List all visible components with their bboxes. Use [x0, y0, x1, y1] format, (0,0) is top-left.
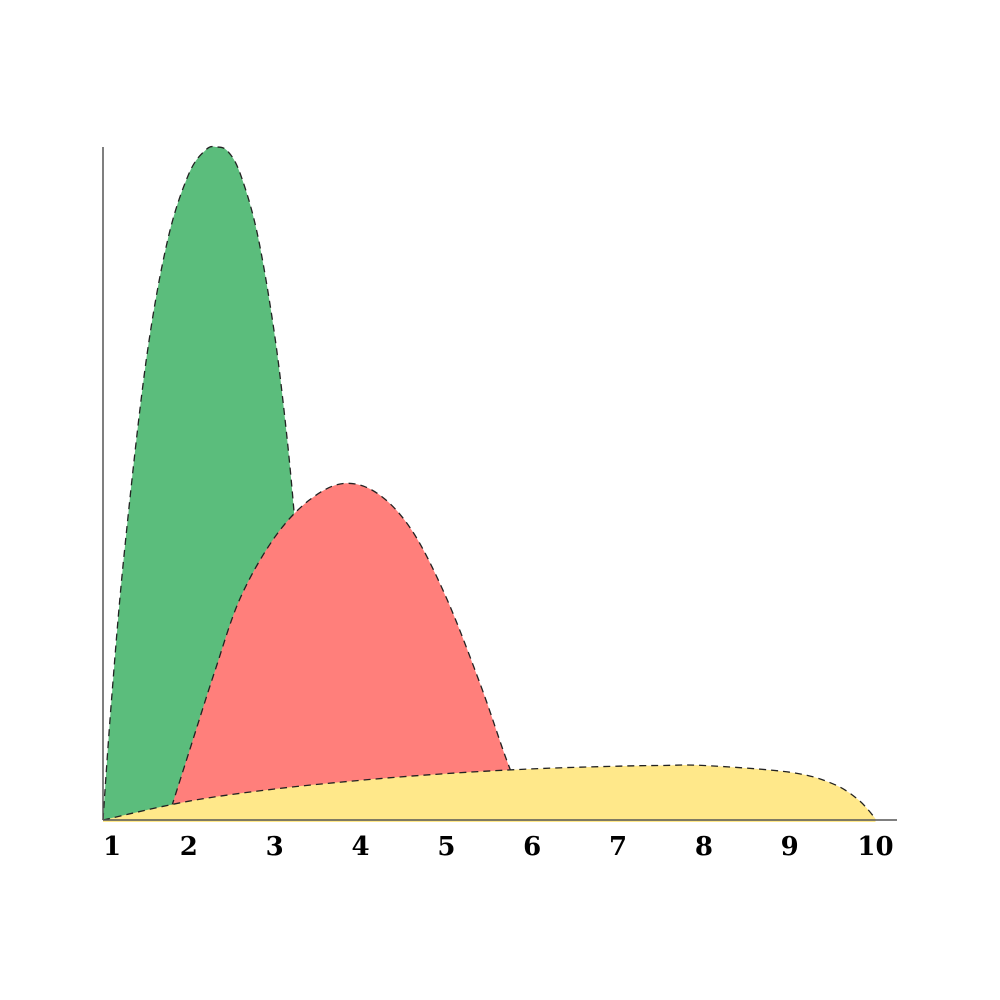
series-1-outline	[102, 145, 302, 821]
x-tick-label: 4	[351, 832, 369, 862]
x-tick-label: 6	[523, 832, 541, 862]
x-tick-label: 8	[695, 832, 713, 862]
x-tick-label: 9	[781, 832, 799, 862]
x-tick-label: 7	[609, 832, 627, 862]
series-3-area	[103, 764, 876, 822]
series-2-outline	[171, 482, 529, 814]
x-tick-label: 2	[180, 832, 198, 862]
x-tick-labels: 1 2 3 4 5 6 7 8 9 10	[103, 832, 894, 862]
series-2-area	[171, 483, 528, 822]
x-tick-label: 3	[266, 832, 284, 862]
series-areas	[102, 145, 876, 823]
x-tick-label: 1	[103, 832, 121, 862]
series-3-outline	[102, 764, 876, 821]
x-tick-label: 5	[437, 832, 455, 862]
x-tick-label: 10	[857, 832, 893, 862]
